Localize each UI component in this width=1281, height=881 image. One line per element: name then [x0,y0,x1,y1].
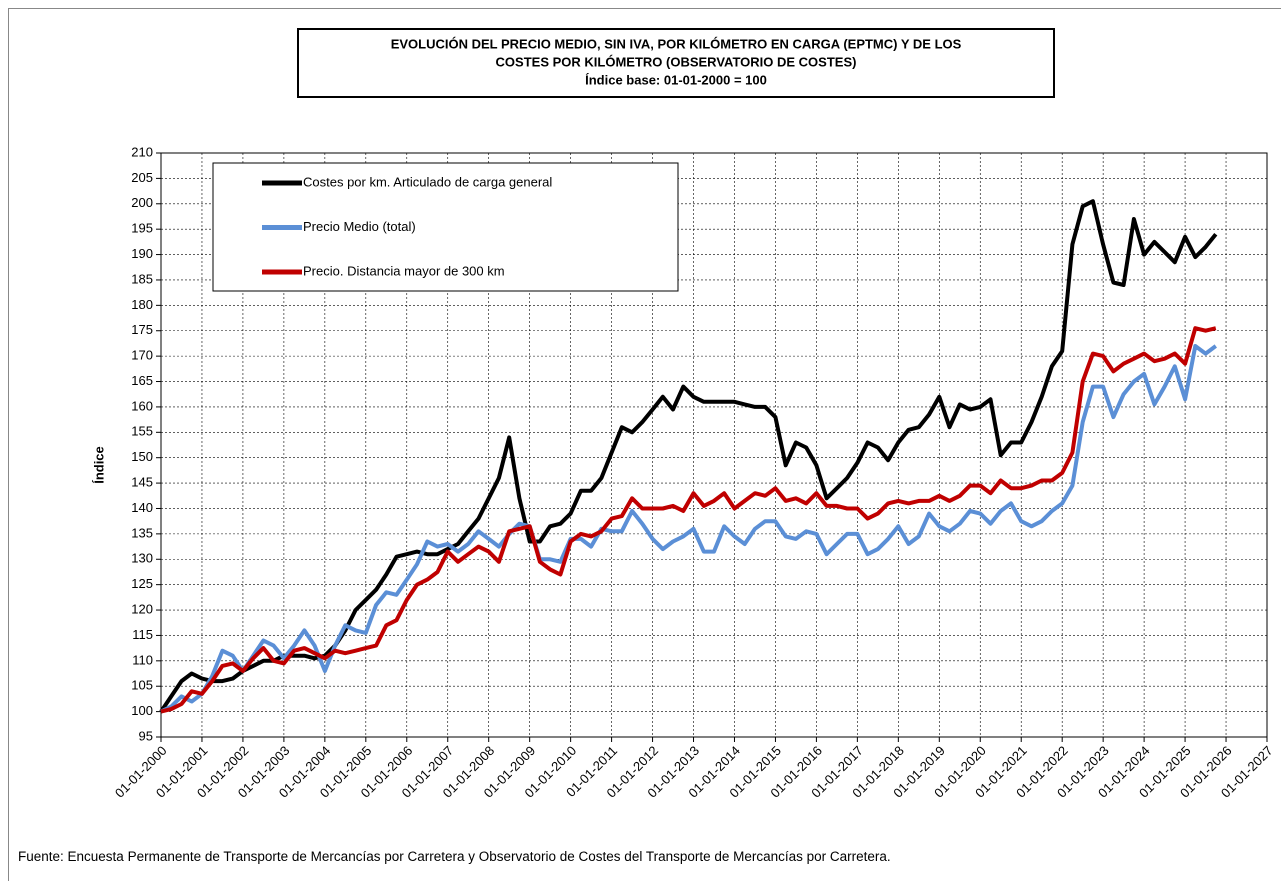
y-tick-label: 160 [131,398,153,413]
y-tick-label: 115 [132,627,153,642]
chart-title: EVOLUCIÓN DEL PRECIO MEDIO, SIN IVA, POR… [391,36,962,51]
y-tick-label: 130 [131,551,153,566]
chart-title: Índice base: 01-01-2000 = 100 [585,72,767,87]
y-tick-label: 205 [131,170,153,185]
series-line [160,344,1217,714]
y-tick-label: 200 [131,195,153,210]
y-tick-label: 170 [131,348,153,363]
y-axis-label: Índice [91,446,106,484]
y-tick-label: 140 [131,500,153,515]
title-box [297,28,1055,98]
legend-label: Precio. Distancia mayor de 300 km [303,263,505,278]
source-note: Fuente: Encuesta Permanente de Transport… [18,849,891,864]
y-tick-label: 150 [131,449,153,464]
y-tick-label: 190 [131,246,153,261]
y-tick-label: 185 [131,271,153,286]
y-tick-label: 135 [131,525,153,540]
y-tick-label: 100 [131,703,153,718]
y-tick-label: 155 [131,424,153,439]
chart-title: COSTES POR KILÓMETRO (OBSERVATORIO DE CO… [496,54,857,69]
frame [8,8,1281,881]
y-tick-label: 210 [131,144,153,159]
y-tick-label: 195 [131,221,153,236]
y-tick-label: 175 [131,322,153,337]
y-tick-label: 180 [131,297,153,312]
y-tick-label: 165 [131,373,153,388]
y-tick-label: 145 [131,475,153,490]
y-tick-label: 120 [131,601,153,616]
y-tick-label: 110 [132,652,153,667]
legend-label: Costes por km. Articulado de carga gener… [303,174,552,189]
legend-label: Precio Medio (total) [303,219,416,234]
plot-border [160,152,1268,738]
y-tick-label: 95 [139,728,153,743]
y-tick-label: 105 [131,678,153,693]
y-tick-label: 125 [131,576,153,591]
series-line [160,326,1217,714]
